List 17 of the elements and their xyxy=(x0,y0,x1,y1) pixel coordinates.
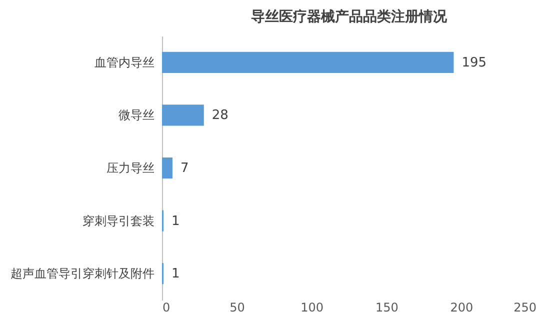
y-tick-label: 微导丝 xyxy=(118,108,154,122)
y-tick-label: 压力导丝 xyxy=(106,161,154,175)
x-tick-label: 250 xyxy=(514,300,536,314)
data-label: 1 xyxy=(171,214,180,229)
data-label: 28 xyxy=(212,108,228,124)
y-tick-label: 血管内导丝 xyxy=(94,55,154,70)
x-tick-label: 150 xyxy=(375,300,398,314)
data-label: 195 xyxy=(462,55,487,70)
y-tick-label: 超声血管导引穿刺针及附件 xyxy=(10,266,154,281)
x-tick-label: 0 xyxy=(162,300,170,314)
data-label: 1 xyxy=(171,266,180,282)
x-tick-label: 50 xyxy=(230,300,245,314)
x-tick-label: 200 xyxy=(450,300,474,314)
data-label: 7 xyxy=(180,161,189,176)
y-tick-label: 穿刺导引套装 xyxy=(82,214,154,228)
x-tick-label: 100 xyxy=(300,300,324,314)
chart-title: 导丝医疗器械产品品类注册情况 xyxy=(251,8,448,25)
